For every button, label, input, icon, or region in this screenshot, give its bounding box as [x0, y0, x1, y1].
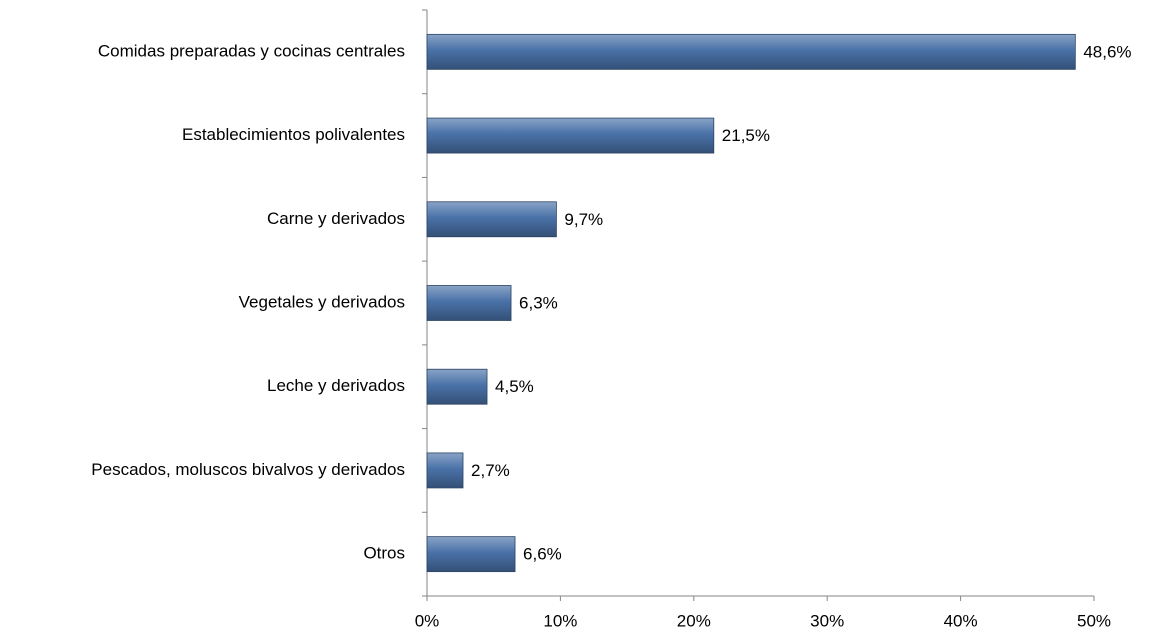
- data-label: 6,6%: [523, 545, 562, 564]
- y-tick-label: Establecimientos polivalentes: [182, 125, 405, 144]
- data-label: 9,7%: [564, 210, 603, 229]
- y-tick-label: Pescados, moluscos bivalvos y derivados: [91, 460, 405, 479]
- bar: [426, 117, 715, 154]
- y-tick-label: Comidas preparadas y cocinas centrales: [98, 41, 405, 60]
- bar: [426, 536, 516, 573]
- y-tick-label: Vegetales y derivados: [239, 292, 405, 311]
- bar: [426, 368, 488, 405]
- y-tick-label: Carne y derivados: [267, 209, 405, 228]
- bar: [426, 201, 557, 238]
- data-label: 6,3%: [519, 293, 558, 312]
- data-label: 48,6%: [1083, 42, 1131, 61]
- data-label: 21,5%: [722, 126, 770, 145]
- y-tick-label: Leche y derivados: [267, 376, 405, 395]
- bar: [426, 33, 1076, 70]
- x-tick-label: 10%: [543, 611, 577, 630]
- bar: [426, 285, 512, 321]
- x-tick-label: 40%: [944, 611, 978, 630]
- data-label: 4,5%: [495, 377, 534, 396]
- x-tick-label: 30%: [810, 611, 844, 630]
- x-tick-label: 0%: [415, 611, 440, 630]
- data-label: 2,7%: [471, 461, 510, 480]
- x-tick-label: 20%: [677, 611, 711, 630]
- y-tick-label: Otros: [363, 544, 405, 563]
- x-tick-label: 50%: [1077, 611, 1111, 630]
- bar: [426, 452, 464, 489]
